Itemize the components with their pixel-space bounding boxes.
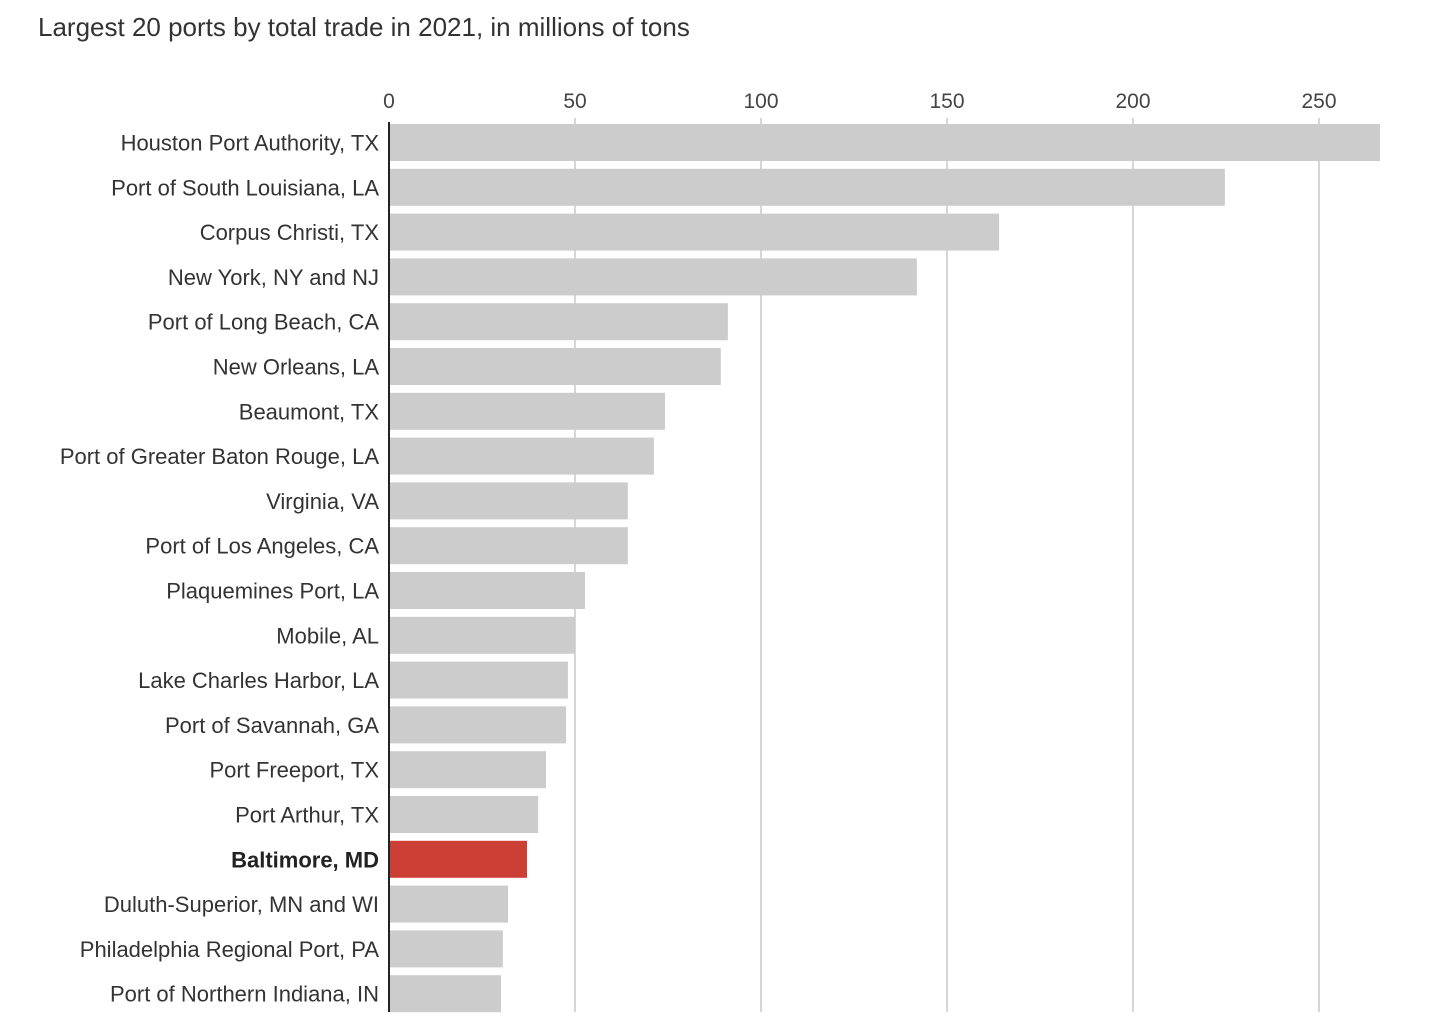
category-label: Port of Northern Indiana, IN [110,982,379,1007]
category-label: Plaquemines Port, LA [166,579,379,604]
category-label: Port Freeport, TX [209,758,379,783]
x-tick-label: 100 [743,90,778,113]
category-label: Virginia, VA [266,489,379,514]
bar [389,213,1000,251]
bar [389,392,666,430]
bar [389,796,539,833]
bar [389,303,728,341]
category-label: New York, NY and NJ [168,265,379,290]
bar [389,482,628,520]
x-tick-label: 50 [563,90,586,113]
category-label: Port Arthur, TX [235,803,379,828]
category-label: Baltimore, MD [231,847,379,872]
category-label: New Orleans, LA [213,355,380,380]
category-label: Duluth-Superior, MN and WI [104,892,379,917]
bar [389,616,575,654]
bar [389,572,586,609]
category-label: Beaumont, TX [239,399,380,424]
bar [389,124,1381,161]
bar [389,168,1225,206]
category-label: Port of Los Angeles, CA [145,534,379,559]
chart-title: Largest 20 ports by total trade in 2021,… [38,12,690,42]
category-label: Lake Charles Harbor, LA [138,668,379,693]
category-label: Port of South Louisiana, LA [111,175,379,200]
bar [389,930,503,968]
bar [389,885,509,923]
x-tick-label: 150 [929,90,964,113]
bar [389,840,528,878]
category-label: Houston Port Authority, TX [121,131,380,156]
x-tick-label: 250 [1301,90,1336,113]
x-tick-label: 200 [1115,90,1150,113]
bar [389,527,628,565]
category-label: Corpus Christi, TX [200,220,380,245]
bar [389,258,917,296]
bar [389,975,501,1013]
category-label: Philadelphia Regional Port, PA [80,937,380,962]
bar [389,706,567,744]
bar [389,348,721,385]
category-label: Port of Long Beach, CA [148,310,379,335]
bar [389,751,546,789]
bar [389,661,568,699]
bar [389,437,654,475]
category-label: Mobile, AL [276,623,379,648]
category-label: Port of Greater Baton Rouge, LA [60,444,380,469]
category-label: Port of Savannah, GA [165,713,379,738]
x-tick-label: 0 [383,90,395,113]
